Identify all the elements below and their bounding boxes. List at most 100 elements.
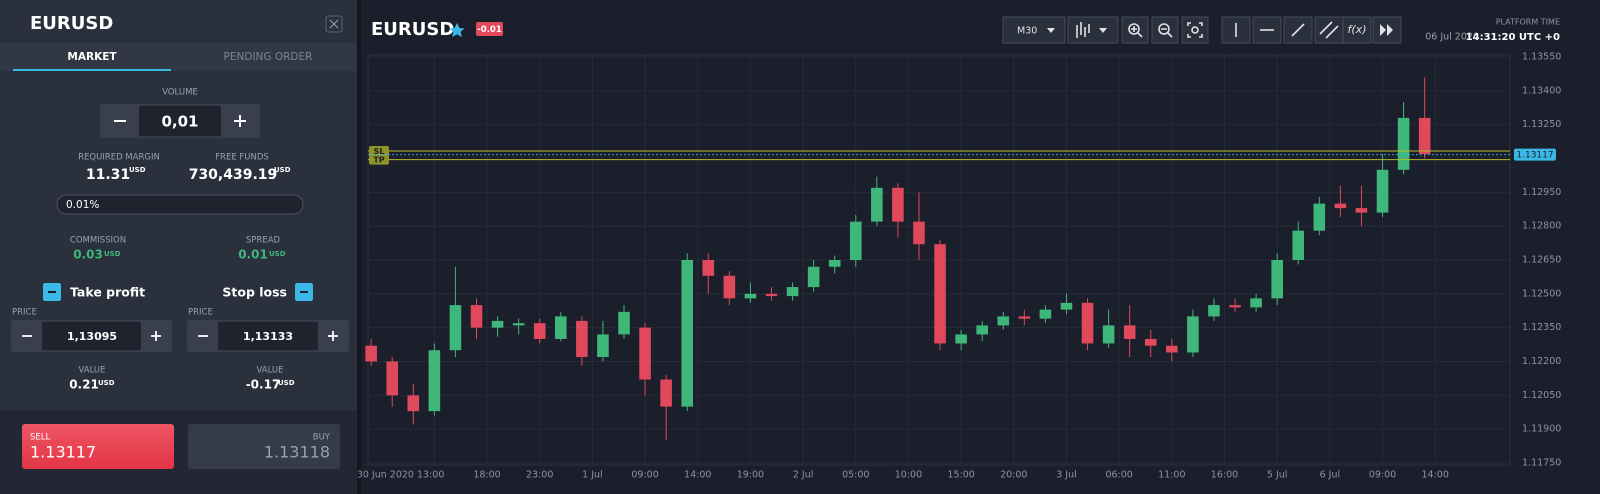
- candle-body: [407, 395, 420, 412]
- spread-unit: USD: [269, 250, 286, 258]
- commission-value: 0.03: [73, 248, 103, 262]
- candle-body: [1166, 345, 1178, 353]
- spread-value: 0.01: [238, 248, 268, 262]
- tab-market[interactable]: MARKET: [67, 51, 117, 63]
- x-tick-label: 09:00: [631, 470, 658, 481]
- candle-body: [723, 275, 736, 299]
- x-tick-label: 05:00: [842, 470, 869, 481]
- change-badge: [476, 22, 503, 36]
- y-tick-label: 1.12650: [1522, 255, 1561, 266]
- sl-value: -0.17: [246, 378, 281, 392]
- margin-level: 0.01%: [66, 199, 99, 211]
- close-button[interactable]: [325, 15, 343, 33]
- sell-label: SELL: [30, 433, 51, 443]
- x-tick-label: 23:00: [526, 470, 553, 481]
- buy-button[interactable]: [188, 424, 340, 469]
- sl-icons: [198, 331, 338, 341]
- candle-body: [533, 323, 546, 339]
- x-tick-label: 14:00: [1422, 470, 1449, 481]
- margin-unit: USD: [129, 166, 146, 174]
- y-tick-label: 1.13250: [1522, 119, 1561, 130]
- zoom-in-icon: [1128, 23, 1140, 35]
- take_profit-tag: [369, 154, 389, 165]
- x-tick-label: 30 Jun 2020 13:00: [357, 470, 445, 481]
- x-tick-label: 2 Jul: [793, 470, 814, 481]
- candle-body: [934, 244, 946, 344]
- funds-label: FREE FUNDS: [215, 153, 269, 163]
- candle-body: [618, 311, 630, 335]
- volume-label: VOLUME: [162, 88, 198, 98]
- x-tick-label: 19:00: [737, 470, 764, 481]
- last-price-tag: [1514, 148, 1556, 161]
- candle-body: [428, 350, 441, 412]
- chart-type-select[interactable]: [1067, 16, 1119, 44]
- x-tick-label: 20:00: [1000, 470, 1027, 481]
- spread-label: SPREAD: [246, 236, 281, 246]
- candle-body: [512, 323, 525, 326]
- tab-underline: [13, 69, 171, 71]
- fit-icon: [1191, 26, 1199, 34]
- sl-price: 1,13133: [243, 330, 293, 343]
- candle-body: [1292, 230, 1305, 260]
- candle-body: [849, 221, 862, 260]
- candle-body: [365, 345, 377, 362]
- candle-body: [554, 316, 567, 339]
- zoom-in-icon: [1131, 26, 1143, 38]
- panel-symbol: EURUSD: [30, 13, 113, 34]
- favorite-star[interactable]: [449, 23, 465, 37]
- timeframe: M30: [1017, 26, 1037, 37]
- close-icon[interactable]: [329, 19, 339, 29]
- candle-body: [1355, 208, 1368, 213]
- fit[interactable]: [1181, 16, 1209, 44]
- indicator-tool[interactable]: [1342, 16, 1372, 44]
- tab-pending[interactable]: PENDING ORDER: [224, 51, 313, 63]
- tp-value-unit: USD: [98, 379, 115, 387]
- y-tick-label: 1.12500: [1522, 288, 1561, 299]
- y-tick-label: 1.11750: [1522, 458, 1561, 469]
- tp-price: 1,13095: [67, 330, 117, 343]
- tp-value-label: VALUE: [79, 366, 106, 376]
- candle-body: [576, 320, 588, 357]
- zoom-out-icon: [1158, 23, 1170, 35]
- dropdown-arrow: [1099, 28, 1107, 33]
- y-tick-label: 1.12200: [1522, 356, 1561, 367]
- candle-body: [997, 316, 1010, 326]
- commission-label: COMMISSION: [70, 236, 126, 246]
- volume-icons: [114, 115, 246, 127]
- zoom-in[interactable]: [1121, 16, 1149, 44]
- candle-body: [765, 293, 778, 297]
- chart-type-icon: [1076, 22, 1090, 38]
- y-tick-label: 1.12350: [1522, 322, 1561, 333]
- platform-time-label: PLATFORM TIME: [1496, 18, 1560, 27]
- stop_loss-tag-label: SL: [374, 147, 385, 156]
- candle-body: [1039, 309, 1052, 319]
- candle-body: [1271, 260, 1283, 299]
- dropdown-arrow: [1047, 28, 1055, 33]
- y-tick-label: 1.12950: [1522, 187, 1561, 198]
- candle-body: [470, 305, 483, 328]
- margin-level-bar: [56, 194, 304, 215]
- channel-tool[interactable]: [1314, 16, 1344, 44]
- last-price-label: 1.13117: [1516, 151, 1553, 161]
- candle-body: [892, 187, 904, 222]
- scroll-icon: [1380, 24, 1393, 36]
- timeframe-select[interactable]: [1002, 16, 1066, 44]
- sell-button[interactable]: [22, 424, 174, 469]
- candle-body: [1313, 203, 1326, 231]
- indicator-icon: f(x): [1348, 23, 1367, 36]
- close-box[interactable]: [325, 15, 343, 33]
- funds-value: 730,439.19: [189, 167, 278, 183]
- change-value: -0.01: [477, 25, 502, 35]
- zoom-out[interactable]: [1151, 16, 1179, 44]
- candle-body: [1397, 117, 1410, 170]
- zoom-out-icon: [1161, 28, 1173, 38]
- candle-body: [449, 305, 462, 351]
- candle-body: [681, 260, 694, 407]
- candle-body: [597, 334, 609, 357]
- candle-body: [1418, 117, 1431, 154]
- x-tick-label: 16:00: [1211, 470, 1238, 481]
- fit-icon: [1187, 22, 1203, 38]
- funds-unit: USD: [274, 166, 291, 174]
- x-tick-label: 1 Jul: [582, 470, 603, 481]
- x-tick-label: 11:00: [1158, 470, 1185, 481]
